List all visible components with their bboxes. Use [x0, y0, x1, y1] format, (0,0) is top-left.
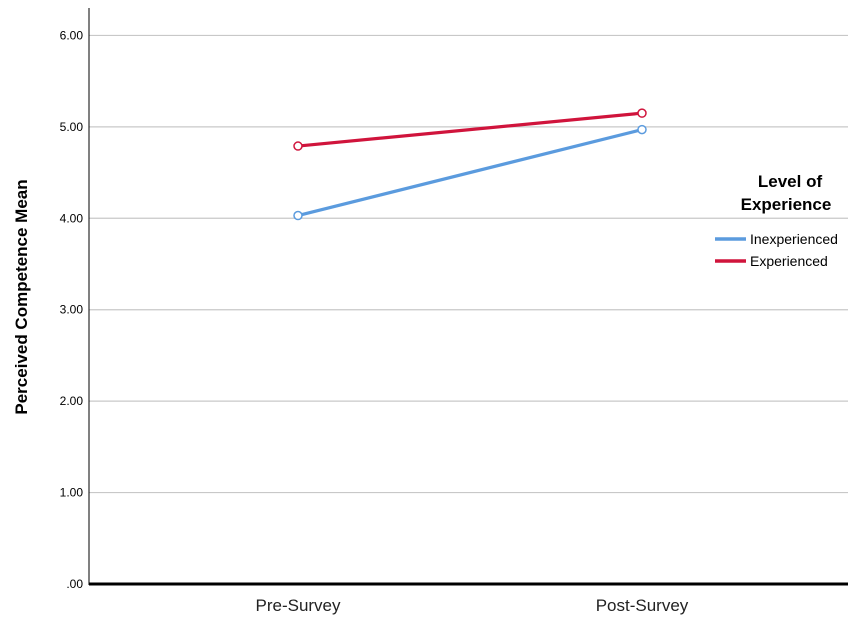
series-layer — [293, 108, 647, 221]
legend-title-line2: Experience — [741, 195, 832, 214]
y-tick-label: 3.00 — [60, 303, 84, 317]
series-line — [296, 128, 644, 218]
gridlines — [89, 34, 848, 494]
y-tick-label: 2.00 — [60, 394, 84, 408]
x-category-label: Post-Survey — [596, 596, 689, 615]
y-tick-label: 1.00 — [60, 486, 84, 500]
y-tick-label: 4.00 — [60, 211, 84, 225]
legend: Level of Experience Inexperienced Experie… — [715, 172, 838, 269]
legend-title-line1: Level of — [758, 172, 823, 191]
data-point-marker — [293, 141, 303, 151]
x-category-labels: Pre-Survey Post-Survey — [255, 596, 688, 615]
legend-label: Experienced — [750, 253, 828, 269]
x-category-label: Pre-Survey — [255, 596, 341, 615]
legend-label: Inexperienced — [750, 231, 838, 247]
y-axis-title: Perceived Competence Mean — [12, 179, 31, 414]
data-point-marker — [637, 124, 647, 135]
series-line — [296, 111, 644, 148]
y-tick-label: 5.00 — [60, 120, 84, 134]
data-point-marker — [637, 108, 647, 118]
y-tick-label: 6.00 — [60, 28, 84, 42]
y-tick-labels: .00 1.00 2.00 3.00 4.00 5.00 6.00 — [60, 28, 84, 591]
y-tick-label: .00 — [66, 577, 83, 591]
legend-items: Inexperienced Experienced — [715, 231, 838, 269]
data-point-marker — [293, 210, 303, 221]
